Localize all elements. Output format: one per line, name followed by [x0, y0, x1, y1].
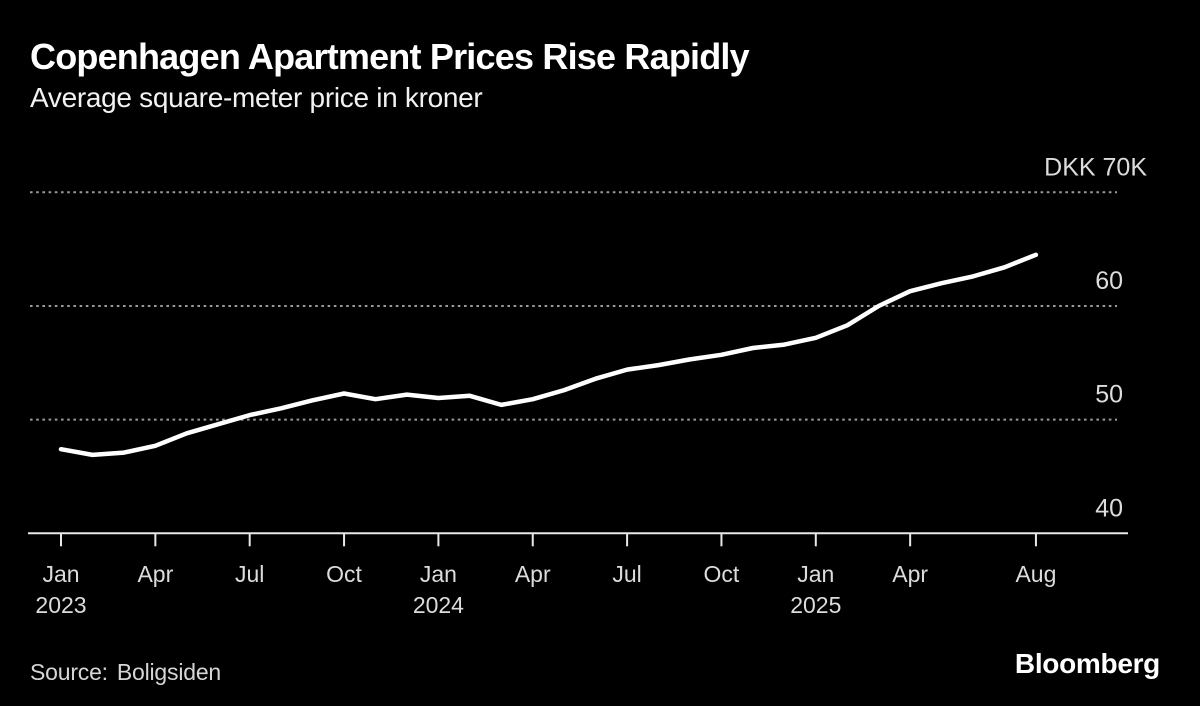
x-axis-label-month: Apr	[892, 561, 928, 587]
source-attribution: Source: Boligsiden	[30, 659, 221, 686]
y-axis-label-70: DKK 70K	[1044, 153, 1147, 181]
x-axis-label-month: Oct	[326, 561, 362, 587]
y-axis-label-40: 40	[1095, 494, 1123, 522]
x-axis-label-year: 2023	[35, 592, 86, 618]
x-axis-label-month: Jul	[235, 561, 264, 587]
source-name: Boligsiden	[116, 659, 222, 685]
x-axis-label-month: Aug	[1015, 561, 1056, 587]
x-axis-label-year: 2024	[413, 592, 464, 618]
x-axis-label-month: Oct	[704, 561, 740, 587]
bloomberg-logo: Bloomberg	[1014, 648, 1160, 679]
chart-title: Copenhagen Apartment Prices Rise Rapidly	[30, 36, 750, 77]
x-axis-label-month: Jan	[42, 561, 79, 587]
price-series-line	[58, 252, 1039, 458]
x-axis-label-month: Apr	[515, 561, 551, 587]
x-axis-label-month: Apr	[137, 561, 173, 587]
chart-subtitle: Average square-meter price in kroner	[30, 82, 483, 113]
source-label: Source:	[30, 659, 108, 685]
x-axis-label-month: Jul	[612, 561, 641, 587]
x-axis-label-month: Jan	[420, 561, 457, 587]
y-axis-label-50: 50	[1095, 381, 1123, 409]
x-axis-label-month: Jan	[797, 561, 834, 587]
y-axis-label-60: 60	[1095, 267, 1123, 295]
x-axis-label-year: 2025	[790, 592, 841, 618]
